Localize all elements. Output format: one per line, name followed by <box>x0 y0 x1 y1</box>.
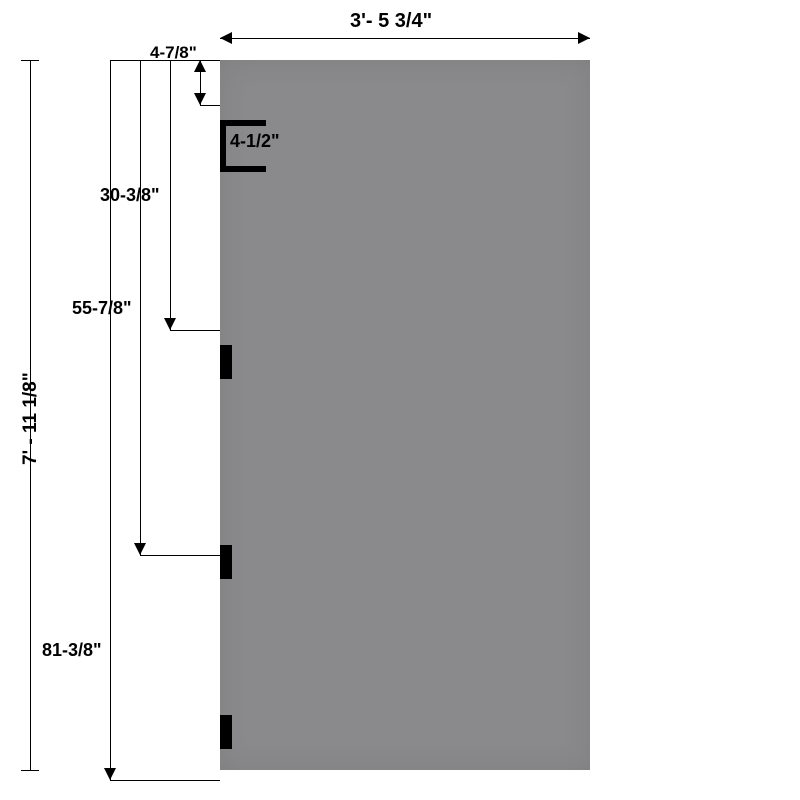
width-dim-line <box>220 38 590 39</box>
arrow-down-icon <box>134 543 146 555</box>
arrow-down-icon <box>194 93 206 105</box>
inner-dim-tick <box>170 330 220 331</box>
height-tick-bottom <box>21 770 39 771</box>
height-tick-top <box>21 60 39 61</box>
width-dim-label: 3'- 5 3/4" <box>350 10 432 33</box>
inner-dim-label: 81-3/8" <box>42 640 102 661</box>
height-dim-label: 7' - 11 1/8" <box>20 372 42 465</box>
inner-dim-label: 55-7/8" <box>72 298 132 319</box>
arrow-down-icon <box>104 768 116 780</box>
inner-dim-line <box>170 60 171 330</box>
hinge-marker <box>220 715 232 749</box>
inner-top-tick <box>110 60 220 61</box>
inner-dim-line <box>110 60 111 780</box>
inner-dim-line <box>140 60 141 555</box>
inner-dim-tick <box>140 555 220 556</box>
inner-dim-label: 30-3/8" <box>100 185 160 206</box>
hinge-marker <box>220 545 232 579</box>
door-panel <box>220 60 590 770</box>
inner-dim-tick <box>200 105 220 106</box>
arrow-down-icon <box>164 318 176 330</box>
hinge-marker <box>220 345 232 379</box>
arrow-up-icon <box>194 60 206 72</box>
width-arrow-right-icon <box>578 32 590 44</box>
width-arrow-left-icon <box>220 32 232 44</box>
c-bracket-label: 4-1/2" <box>230 131 280 152</box>
inner-dim-tick <box>110 780 220 781</box>
dimension-diagram: 3'- 5 3/4" 7' - 11 1/8" 4-1/2" 4-7/8"30-… <box>0 0 800 800</box>
